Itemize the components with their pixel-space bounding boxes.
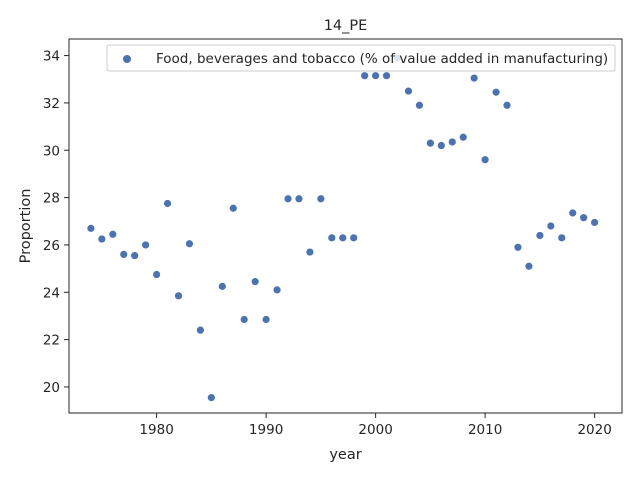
data-point: [240, 315, 248, 324]
data-point: [492, 88, 500, 96]
data-point: [251, 278, 259, 286]
legend-entry-label: Food, beverages and tobacco (% of value …: [156, 51, 608, 67]
data-point: [163, 199, 172, 208]
data-point: [558, 234, 566, 242]
data-point: [109, 230, 117, 238]
data-point: [448, 138, 456, 146]
y-tick-label: 24: [43, 285, 60, 301]
data-point: [142, 241, 150, 249]
data-point: [591, 218, 599, 227]
data-point: [196, 326, 205, 334]
data-point: [514, 243, 522, 251]
data-point: [153, 270, 161, 279]
y-tick-label: 20: [43, 380, 60, 396]
data-point: [328, 234, 336, 242]
y-tick-label: 30: [43, 143, 60, 159]
data-point: [185, 240, 194, 248]
x-tick-label: 2010: [468, 422, 502, 438]
data-point: [218, 282, 226, 290]
data-point: [382, 72, 391, 80]
data-point: [569, 209, 577, 217]
data-point: [273, 286, 281, 294]
x-tick-label: 1980: [139, 422, 173, 438]
x-tick-label: 2020: [577, 422, 611, 438]
data-point: [131, 251, 139, 260]
legend-box: [106, 44, 616, 72]
data-point: [503, 101, 511, 109]
y-axis-label: Proportion: [18, 189, 34, 264]
legend: Food, beverages and tobacco (% of value …: [106, 44, 616, 72]
data-point: [547, 222, 555, 230]
data-point: [372, 72, 380, 80]
plot-frame: [68, 38, 623, 414]
data-point: [207, 394, 215, 402]
y-tick-label: 28: [43, 191, 60, 207]
data-point: [120, 250, 128, 259]
chart-title: 14_PE: [324, 18, 368, 34]
data-point: [350, 234, 358, 242]
data-point: [415, 101, 424, 109]
data-point: [525, 262, 533, 270]
data-point: [262, 315, 270, 324]
x-tick-label: 2000: [358, 422, 392, 438]
data-point: [174, 292, 183, 300]
data-point: [426, 139, 434, 147]
y-tick-label: 26: [43, 238, 60, 254]
data-point: [317, 195, 325, 203]
data-point: [470, 74, 478, 82]
data-point: [404, 87, 413, 95]
data-point: [98, 235, 106, 243]
y-tick-label: 22: [43, 333, 60, 349]
legend-marker: [123, 55, 131, 63]
y-tick-label: 34: [43, 49, 60, 65]
data-point: [295, 195, 303, 203]
x-tick-label: 1990: [249, 422, 283, 438]
data-point: [229, 204, 237, 212]
data-point: [580, 214, 588, 222]
data-point: [361, 72, 369, 80]
data-point: [459, 133, 467, 141]
data-point: [481, 156, 489, 164]
data-point: [284, 195, 292, 203]
x-axis-label: year: [329, 447, 361, 463]
data-point: [87, 224, 95, 232]
data-point: [437, 141, 445, 150]
data-point: [339, 234, 347, 242]
y-tick-label: 32: [43, 96, 60, 112]
data-point: [306, 248, 314, 256]
data-point: [536, 231, 544, 240]
